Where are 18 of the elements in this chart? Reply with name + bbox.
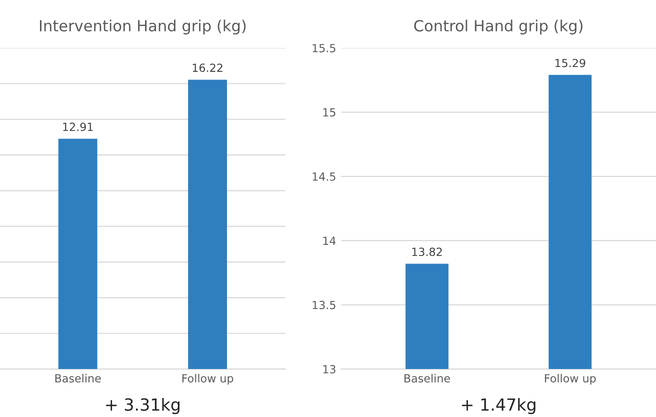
y-tick-label: 13.5 bbox=[312, 300, 336, 310]
y-tick-label: 15 bbox=[323, 108, 336, 117]
y-tick-label: 13 bbox=[323, 365, 336, 374]
text: + 3.31kg bbox=[106, 398, 180, 414]
data-label: 15.29 bbox=[555, 58, 586, 68]
text: + 1.47kg bbox=[462, 398, 536, 414]
data-label: 16.22 bbox=[192, 64, 222, 72]
data-label: 12.91 bbox=[63, 122, 93, 132]
y-tick-label: 14.5 bbox=[312, 172, 336, 181]
y-tick-label: 14 bbox=[323, 236, 336, 245]
x-tick-label: Follow up bbox=[182, 374, 234, 385]
x-tick-label: Baseline bbox=[55, 374, 101, 383]
chart-title: Control Hand grip (kg) bbox=[414, 20, 582, 34]
data-label: 13.82 bbox=[412, 248, 442, 256]
x-tick-label: Follow up bbox=[544, 374, 596, 385]
x-tick-label: Baseline bbox=[404, 374, 450, 383]
y-tick-label: 15.5 bbox=[312, 44, 336, 52]
chart-title: Intervention Hand grip (kg) bbox=[40, 20, 246, 34]
